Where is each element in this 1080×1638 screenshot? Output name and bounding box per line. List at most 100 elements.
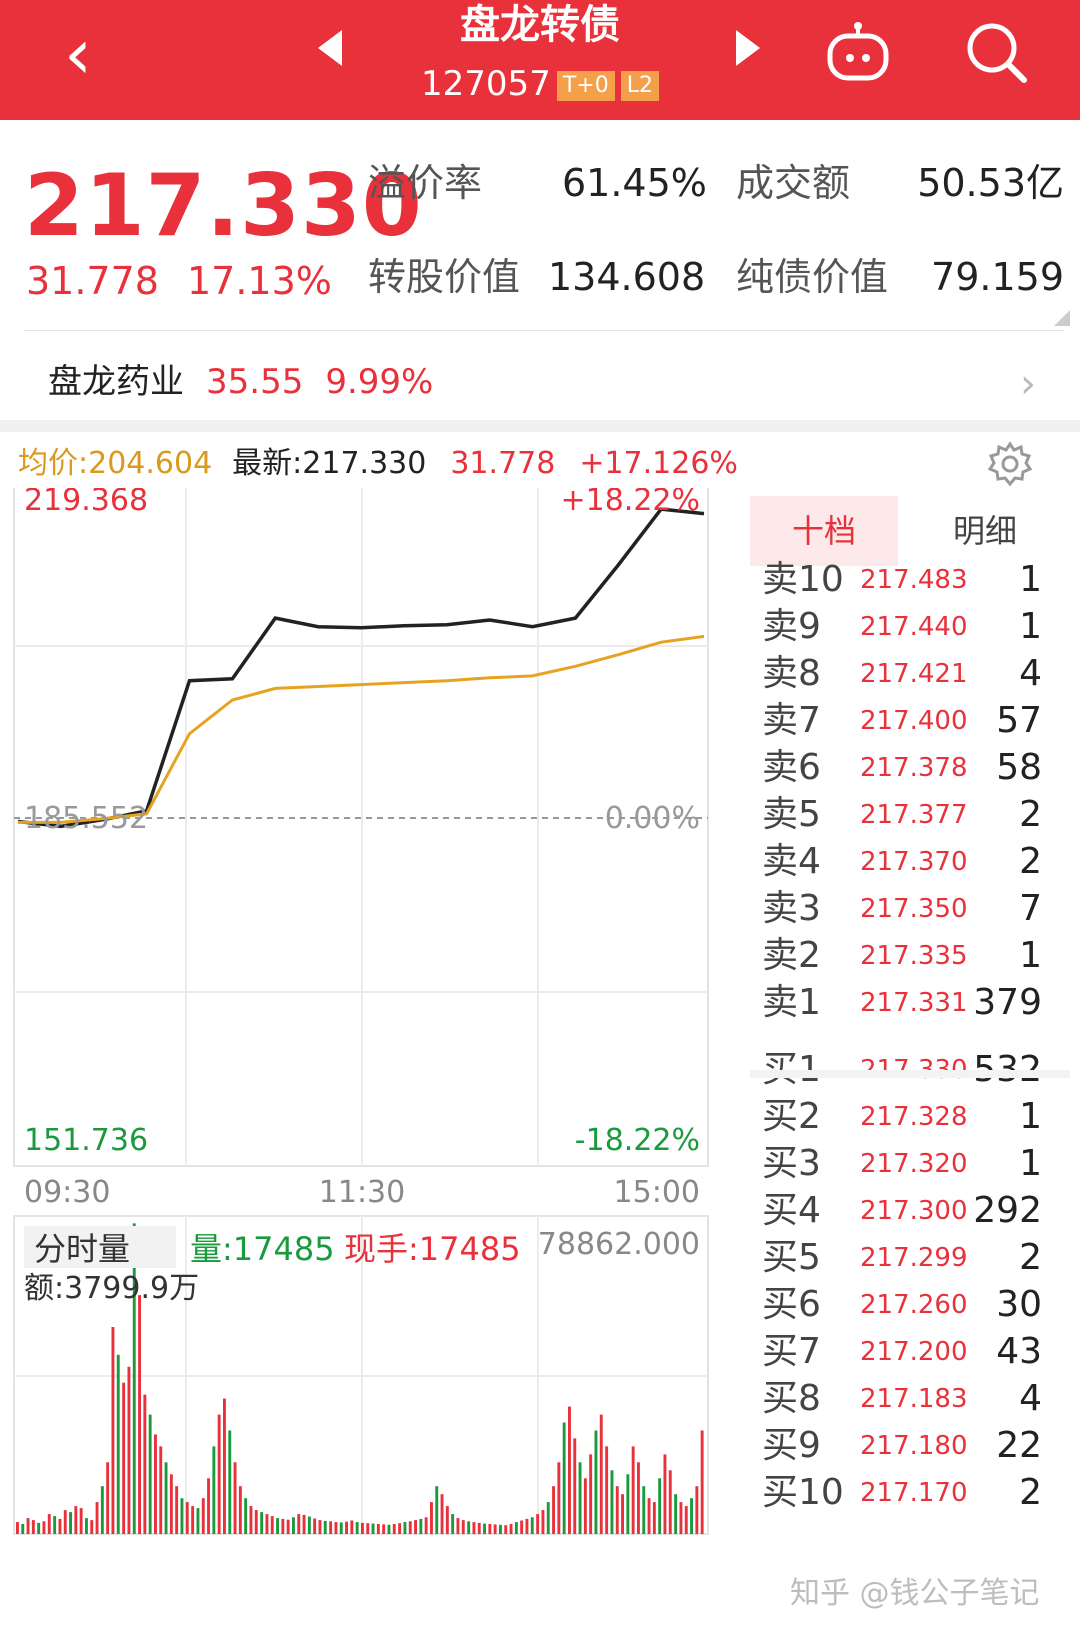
x-tick-open: 09:30 (24, 1175, 110, 1210)
bid-volume: 43 (996, 1331, 1042, 1372)
change-pct: 17.13% (186, 259, 332, 303)
ask-level-4[interactable]: 卖7 217.400 57 (762, 697, 1062, 745)
bid-level-4[interactable]: 买4 217.300 292 (762, 1187, 1062, 1235)
bid-price: 217.260 (860, 1290, 968, 1320)
volume-bar (21, 1524, 25, 1534)
volume-bar (403, 1522, 407, 1534)
bid-level-8[interactable]: 买8 217.183 4 (762, 1375, 1062, 1423)
volume-bar (302, 1514, 306, 1534)
volume-bar (557, 1462, 561, 1534)
volume-bar (63, 1510, 67, 1534)
ask-level-7[interactable]: 卖4 217.370 2 (762, 838, 1062, 886)
bid-volume: 2 (1019, 1237, 1042, 1278)
bid-volume: 1 (1019, 1143, 1042, 1184)
volume-bar (244, 1498, 248, 1534)
ask-level-8[interactable]: 卖3 217.350 7 (762, 885, 1062, 933)
bid-level-5[interactable]: 买5 217.299 2 (762, 1234, 1062, 1282)
chart-info-line: 均价:204.604 最新:217.330 31.778 +17.126% (18, 444, 738, 484)
chevron-right-icon[interactable]: › (1020, 361, 1036, 407)
volume-bar (127, 1366, 131, 1534)
volume-bar (568, 1406, 571, 1534)
volume-bar (690, 1498, 693, 1534)
ask-level-9[interactable]: 卖2 217.335 1 (762, 932, 1062, 980)
volume-bar (292, 1517, 295, 1534)
volume-bar (440, 1494, 444, 1534)
next-stock-icon[interactable] (736, 30, 760, 66)
ask-volume: 7 (1019, 888, 1042, 929)
bid-level-9[interactable]: 买9 217.180 22 (762, 1422, 1062, 1470)
bid-level-6[interactable]: 买6 217.260 30 (762, 1281, 1062, 1329)
volume-selector[interactable] (24, 1226, 176, 1268)
ask-level-10[interactable]: 卖1 217.331 379 (762, 979, 1062, 1027)
ask-price: 217.335 (860, 941, 968, 971)
bid-label: 买6 (762, 1284, 821, 1325)
ask-price: 217.378 (860, 753, 968, 783)
volume-bar (334, 1522, 338, 1534)
volume-bar (536, 1514, 540, 1534)
volume-bar (169, 1474, 173, 1534)
bid-level-10[interactable]: 买10 217.170 2 (762, 1469, 1062, 1517)
tab-ten-levels[interactable]: 十档 (750, 496, 898, 566)
bid-label: 买3 (762, 1143, 821, 1184)
volume-bar (637, 1462, 640, 1534)
volume-bar (238, 1486, 242, 1534)
volume-bar (371, 1523, 375, 1534)
expand-corner-icon[interactable] (1054, 310, 1070, 326)
volume-bar (143, 1394, 147, 1534)
volume-bar (106, 1462, 110, 1534)
ask-level-2[interactable]: 卖9 217.440 1 (762, 603, 1062, 651)
chevron-left-icon[interactable]: ‹ (64, 13, 92, 95)
volume-bar (366, 1523, 370, 1534)
volume-bar (339, 1522, 343, 1534)
ask-level-3[interactable]: 卖8 217.421 4 (762, 650, 1062, 698)
volume-bar (695, 1486, 699, 1534)
volume-bar (286, 1519, 290, 1534)
intraday-chart[interactable]: 219.368 185.552 151.736 +18.22% 0.00% -18.22%… (0, 488, 744, 1638)
ask-level-6[interactable]: 卖5 217.377 2 (762, 791, 1062, 839)
volume-bar (514, 1522, 518, 1534)
ask-volume: 1 (1019, 606, 1042, 647)
y-tick-low: 151.736 (24, 1123, 148, 1158)
volume-bar (47, 1514, 51, 1534)
ask-label: 卖8 (762, 653, 821, 694)
t0-badge: T+0 (556, 70, 615, 101)
tab-details[interactable]: 明细 (952, 512, 1017, 550)
volume-bar (647, 1498, 651, 1534)
robot-icon[interactable] (826, 22, 890, 82)
ask-label: 卖7 (762, 700, 821, 741)
divider (24, 330, 1064, 331)
volume-bar (159, 1446, 163, 1534)
gear-icon[interactable] (986, 440, 1034, 488)
volume-bar (652, 1502, 656, 1534)
l2-badge: L2 (620, 70, 659, 101)
bid-level-2[interactable]: 买2 217.328 1 (762, 1093, 1062, 1141)
ask-level-1[interactable]: 卖10 217.483 1 (762, 556, 1062, 604)
bid-volume: 22 (996, 1425, 1042, 1466)
bid-label: 买9 (762, 1425, 821, 1466)
volume-bar (180, 1498, 184, 1534)
ask-level-5[interactable]: 卖6 217.378 58 (762, 744, 1062, 792)
ask-label: 卖2 (762, 935, 821, 976)
volume-bar (53, 1516, 57, 1534)
volume-bar (16, 1522, 19, 1534)
volume-bar (488, 1524, 492, 1534)
volume-bar (520, 1520, 524, 1534)
latest-change: 31.778 (450, 446, 556, 481)
premium-value: 61.45% (562, 161, 707, 205)
volume-bar (546, 1502, 550, 1534)
volume-bar (631, 1446, 635, 1534)
stock-code: 127057 (421, 64, 551, 104)
pct-tick-low: -18.22% (575, 1123, 700, 1158)
volume-bar (212, 1446, 216, 1534)
underlying-stock-row[interactable]: 盘龙药业 35.55 9.99% (48, 360, 433, 404)
volume-bar (605, 1446, 609, 1534)
prev-stock-icon[interactable] (318, 30, 342, 66)
search-icon[interactable] (962, 18, 1032, 88)
ask-volume: 1 (1019, 559, 1042, 600)
volume-bar (615, 1486, 619, 1534)
volume-bar (100, 1486, 104, 1534)
bid-level-3[interactable]: 买3 217.320 1 (762, 1140, 1062, 1188)
bid-price: 217.320 (860, 1149, 968, 1179)
volume-bar (668, 1470, 672, 1534)
bid-level-7[interactable]: 买7 217.200 43 (762, 1328, 1062, 1376)
